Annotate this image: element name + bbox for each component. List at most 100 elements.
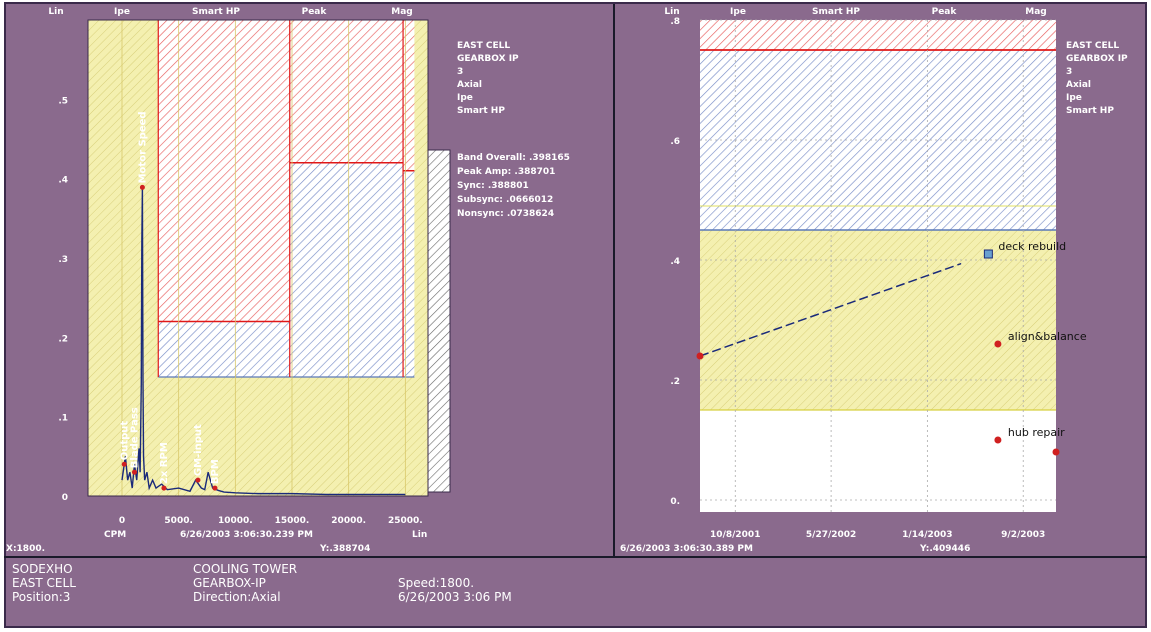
- trend-x-tick-3: 9/2/2003: [1001, 530, 1045, 540]
- spectrum-series-line: [121, 187, 406, 496]
- spectrum-danger-band-0: [158, 20, 290, 322]
- spectrum-marker-0: [139, 184, 145, 190]
- trend-danger-band: [700, 20, 1056, 50]
- spectrum-stat-2: Sync: .388801: [457, 181, 529, 191]
- footer-position: Position:3: [12, 590, 71, 604]
- trend-top-label-1: Ipe: [730, 7, 746, 17]
- trend-top-label-4: Mag: [1025, 7, 1046, 17]
- spectrum-info-5: Smart HP: [457, 106, 505, 116]
- spectrum-y-tick-3: .3: [58, 255, 68, 265]
- spectrum-danger-band-1: [289, 20, 404, 163]
- spectrum-marker-4: [195, 477, 201, 483]
- trend-info-3: Axial: [1066, 80, 1091, 90]
- spectrum-annotation-1: Output: [119, 421, 130, 461]
- trend-warning-band: [700, 50, 1056, 230]
- spectrum-cursor-y: Y:.388704: [319, 544, 370, 554]
- footer-direction: Direction:Axial: [193, 590, 281, 604]
- spectrum-top-label-4: Mag: [391, 7, 412, 17]
- trend-annotation-1: align&balance: [1008, 330, 1087, 343]
- spectrum-warning-band-1: [289, 162, 404, 377]
- spectrum-x-tick-0: 0: [119, 516, 125, 526]
- trend-point-2: [994, 340, 1002, 348]
- spectrum-x-tick-4: 20000.: [331, 516, 366, 526]
- spectrum-stat-0: Band Overall: .398165: [457, 153, 570, 163]
- spectrum-date-label: 6/26/2003 3:06:30.239 PM: [180, 530, 313, 540]
- spectrum-stat-3: Subsync: .0666012: [457, 195, 553, 205]
- trend-point-3: [994, 436, 1002, 444]
- trend-date-label: 6/26/2003 3:06:30.389 PM: [620, 544, 753, 554]
- trend-x-tick-0: 10/8/2001: [710, 530, 760, 540]
- spectrum-y-tick-5: .5: [58, 96, 68, 106]
- spectrum-info-3: Axial: [457, 80, 482, 90]
- spectrum-stat-1: Peak Amp: .388701: [457, 167, 555, 177]
- trend-top-label-3: Peak: [932, 7, 958, 17]
- trend-y-tick-2: .4: [670, 257, 680, 267]
- spectrum-warning-band-0: [158, 321, 290, 377]
- footer-col-2: COOLING TOWER GEARBOX-IP Direction:Axial: [193, 562, 297, 604]
- spectrum-cursor-x: X:1800.: [6, 544, 45, 554]
- trend-top-label-2: Smart HP: [812, 7, 860, 17]
- spectrum-annotation-2: Blade Pass: [129, 407, 140, 468]
- trend-y-tick-3: .6: [670, 137, 680, 147]
- footer-speed: Speed:1800.: [398, 576, 475, 590]
- spectrum-marker-1: [121, 461, 127, 467]
- spectrum-top-label-2: Smart HP: [192, 7, 240, 17]
- spectrum-x-tick-3: 15000.: [275, 516, 310, 526]
- spectrum-y-tick-1: .1: [58, 414, 68, 424]
- spectrum-y-tick-0: 0: [62, 493, 68, 503]
- spectrum-top-label-3: Peak: [302, 7, 328, 17]
- trend-info-5: Smart HP: [1066, 106, 1114, 116]
- trend-y-tick-4: .8: [670, 17, 680, 27]
- trend-cursor-y: Y:.409446: [919, 544, 970, 554]
- spectrum-annotation-5: BPM: [210, 459, 221, 484]
- spectrum-plot: Motor Speed Output Blade Pass 2x RPM GM-inpu…: [6, 7, 570, 554]
- trend-point-1: [983, 249, 993, 259]
- footer-col-1: SODEXHO EAST CELL Position:3: [12, 562, 76, 604]
- spectrum-info-1: GEARBOX IP: [457, 54, 519, 64]
- spectrum-stat-4: Nonsync: .0738624: [457, 209, 554, 219]
- footer-cell: EAST CELL: [12, 576, 76, 590]
- spectrum-x-tick-2: 10000.: [218, 516, 253, 526]
- trend-point-4: [1052, 448, 1060, 456]
- trend-info-0: EAST CELL: [1066, 41, 1119, 51]
- trend-y-tick-1: .2: [670, 377, 680, 387]
- spectrum-danger-band-2: [403, 20, 415, 171]
- trend-info-2: 3: [1066, 67, 1072, 77]
- spectrum-warning-band-2: [403, 170, 415, 377]
- spectrum-top-label-0: Lin: [48, 7, 63, 17]
- trend-info-4: Ipe: [1066, 93, 1082, 103]
- trend-alert-band: [700, 230, 1056, 410]
- spectrum-info-2: 3: [457, 67, 463, 77]
- spectrum-marker-5: [212, 485, 218, 491]
- trend-x-tick-2: 1/14/2003: [902, 530, 952, 540]
- trend-plot: deck rebuild align&balance hub repair 0. .2…: [620, 7, 1128, 554]
- footer-component: GEARBOX-IP: [193, 576, 266, 590]
- trend-top-label-0: Lin: [664, 7, 679, 17]
- spectrum-y-tick-2: .2: [58, 334, 68, 344]
- trend-y-tick-0: 0.: [670, 497, 680, 507]
- spectrum-x-unit-left: CPM: [104, 530, 126, 540]
- spectrum-annotation-4: GM-input: [193, 424, 204, 476]
- spectrum-annotation-3: 2x RPM: [159, 442, 170, 484]
- spectrum-overflow-strip: [427, 149, 451, 493]
- spectrum-y-tick-4: .4: [58, 176, 68, 186]
- spectrum-marker-2: [131, 469, 137, 475]
- trend-info-1: GEARBOX IP: [1066, 54, 1128, 64]
- spectrum-info-0: EAST CELL: [457, 41, 510, 51]
- trend-annotation-2: hub repair: [1008, 426, 1065, 439]
- spectrum-x-tick-5: 25000.: [388, 516, 423, 526]
- spectrum-annotation-0: Motor Speed: [137, 111, 148, 183]
- footer-equipment: COOLING TOWER: [193, 562, 298, 576]
- spectrum-top-label-1: Ipe: [114, 7, 130, 17]
- footer-customer: SODEXHO: [12, 562, 73, 576]
- footer-col-3: Speed:1800. 6/26/2003 3:06 PM: [398, 562, 512, 604]
- spectrum-x-tick-1: 5000.: [164, 516, 192, 526]
- footer-timestamp: 6/26/2003 3:06 PM: [398, 590, 512, 604]
- spectrum-marker-3: [161, 485, 167, 491]
- spectrum-info-4: Ipe: [457, 93, 473, 103]
- footer-blank: [398, 562, 512, 576]
- spectrum-x-unit-right: Lin: [412, 530, 427, 540]
- trend-annotation-0: deck rebuild: [998, 240, 1066, 253]
- trend-x-tick-1: 5/27/2002: [806, 530, 856, 540]
